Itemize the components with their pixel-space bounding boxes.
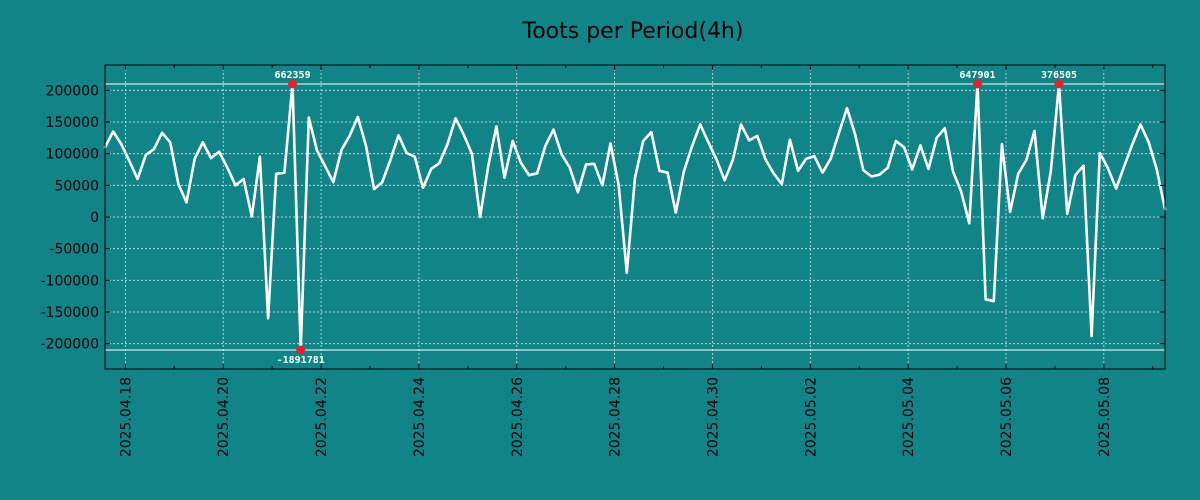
chart-title: Toots per Period(4h): [522, 19, 744, 44]
outlier-label: 662359: [274, 70, 310, 81]
y-tick-label: 0: [90, 210, 99, 226]
y-tick-label: -150000: [41, 305, 100, 321]
x-tick-label: 2025.05.06: [999, 377, 1015, 457]
tick-layer: 200000 150000 100000 50000 0 -50000 -100000 -15…: [41, 65, 1165, 457]
y-tick-label: -100000: [41, 273, 100, 289]
x-tick-label: 2025.04.20: [216, 377, 232, 457]
x-tick-label: 2025.05.04: [901, 377, 917, 457]
grid-layer: [105, 65, 1165, 369]
outlier-marker: [972, 79, 982, 89]
x-tick-label: 2025.05.08: [1097, 377, 1113, 457]
y-tick-label: 200000: [46, 83, 99, 99]
outlier-marker: [296, 345, 306, 355]
outlier-label: 376505: [1041, 70, 1077, 81]
outlier-label: 647901: [959, 70, 995, 81]
series-line-toots: [103, 82, 1167, 352]
x-tick-label: 2025.04.26: [510, 377, 526, 457]
y-tick-label: -200000: [41, 337, 100, 353]
x-tick-label: 2025.04.28: [608, 377, 624, 457]
marker-layer: 662359 -1891781 647901 376505: [274, 70, 1077, 366]
x-tick-label: 2025.04.24: [412, 377, 428, 457]
x-tick-label: 2025.04.18: [118, 377, 134, 457]
outlier-label: -1891781: [277, 355, 325, 366]
y-tick-label: 150000: [46, 115, 99, 131]
y-tick-label: 100000: [46, 147, 99, 163]
y-tick-label: -50000: [49, 242, 99, 258]
series-layer: [103, 82, 1167, 352]
outlier-marker: [288, 79, 298, 89]
threshold-lines: [105, 83, 1165, 351]
x-tick-label: 2025.05.02: [803, 377, 819, 457]
outlier-marker: [1054, 79, 1064, 89]
y-tick-label: 50000: [54, 178, 99, 194]
x-tick-label: 2025.04.30: [705, 377, 721, 457]
x-tick-label: 2025.04.22: [314, 377, 330, 457]
